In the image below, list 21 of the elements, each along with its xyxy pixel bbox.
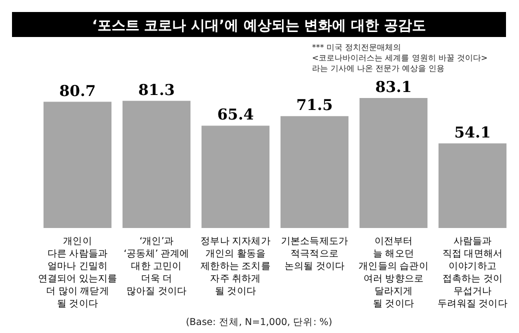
bar [44, 102, 112, 228]
x-tick-label: 이전부터 늘 해오던 개인들의 습관이 여러 방향으로 달라지게 될 것이다 [358, 236, 428, 310]
data-label: 54.1 [454, 123, 491, 142]
bar [360, 98, 428, 228]
data-label: 71.5 [296, 96, 333, 114]
x-tick-label: 정부나 지자체가 개인의 활동을 제한하는 조치를 자주 취하게 될 것이다 [200, 236, 271, 297]
chart-title: ‘포스트 코로나 시대’에 예상되는 변화에 대한 공감도 [92, 18, 426, 34]
text: *** 미국 정치전문매체의 <코로나바이러스는 세계를 영원히 바꿀 것이다> 라는 기사에 나온 전문가 예상을 인용 [312, 43, 488, 73]
data-label: 83.1 [375, 78, 412, 96]
bar [280, 116, 348, 228]
x-tick-label: 사람들과 직접 대면해서 이야기하고 접촉하는 것이 무섭거나 두려워질 것이다 [438, 236, 508, 310]
bar [202, 126, 270, 228]
x-tick-label: 개인이 다른 사람들과 얼마나 긴밀히 연결되어 있는지를 더 많이 깨닫게 될 것이다 [38, 236, 118, 310]
text: (Base: 전체, N=1,000, 단위: %) [186, 317, 332, 328]
x-tick-label: ‘개인’과 ‘공동체’ 관계에 대한 고민이 더욱 더 많아질 것이다 [124, 236, 190, 297]
data-label: 65.4 [217, 106, 254, 124]
bar [438, 143, 506, 228]
data-label: 80.7 [59, 82, 96, 100]
data-label: 81.3 [138, 80, 175, 99]
x-tick-label: 기본소득제도가 적극적으로 논의될 것이다 [280, 236, 348, 272]
bar [122, 100, 190, 228]
